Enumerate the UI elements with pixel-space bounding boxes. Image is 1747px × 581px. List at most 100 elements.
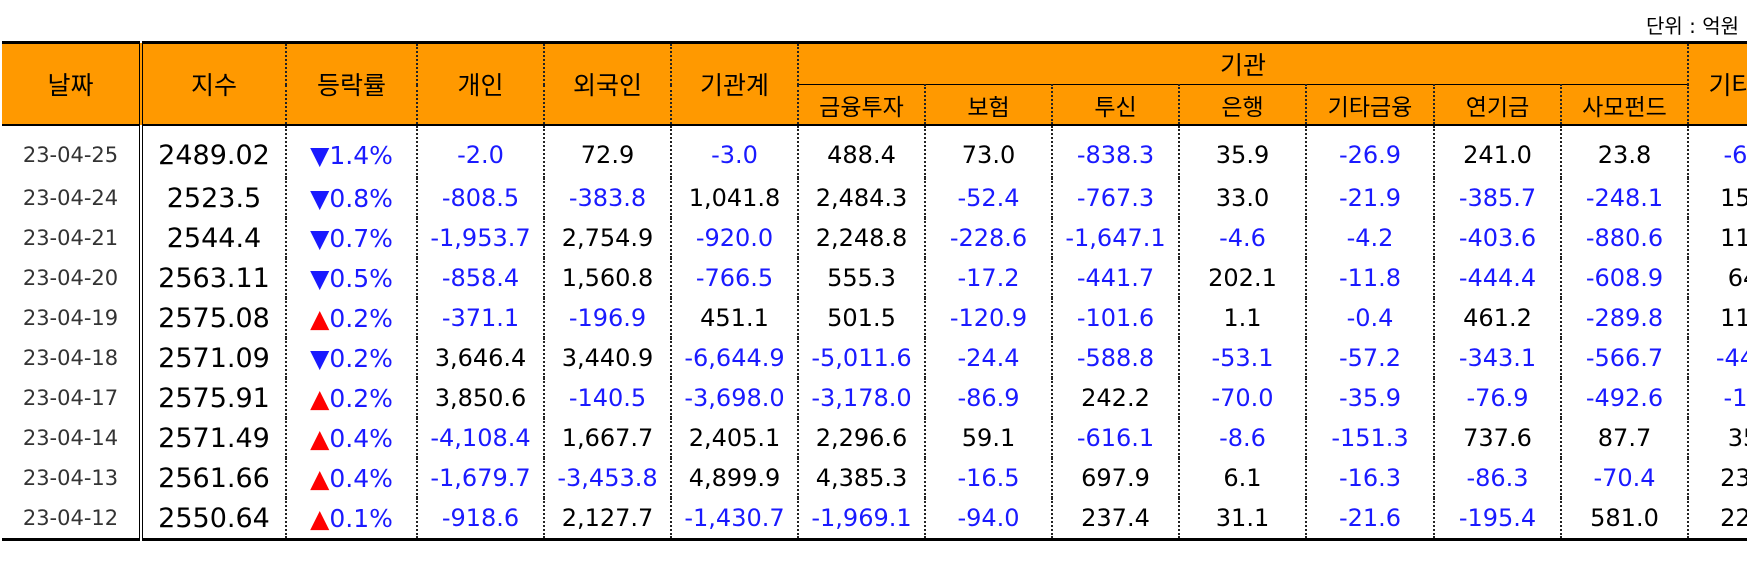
cell-index: 2550.64 [158,502,270,534]
cell-other-fin: -21.6 [1305,498,1434,540]
cell-other-fin: -151.3 [1305,418,1434,458]
up-triangle-icon: ▲ [310,383,330,413]
cell-date: 23-04-25 [2,125,143,178]
cell-other-fin: -57.2 [1305,338,1434,378]
header-pension: 연기금 [1433,84,1561,125]
change-value: 0.4% [329,463,393,493]
cell-trust: 242.2 [1051,378,1179,418]
cell-change: ▲0.4% [285,418,417,458]
cell-trust: 237.4 [1051,498,1179,540]
cell-index: 2563.11 [158,262,270,294]
cell-individual: -371.1 [416,298,544,338]
cell-fin-invest: 555.3 [797,258,925,298]
cell-foreign: 1,560.8 [543,258,671,298]
cell-bank: 33.0 [1178,178,1306,218]
cell-fin-invest: -1,969.1 [797,498,925,540]
cell-fin-invest: 4,385.3 [797,458,925,498]
cell-pension: -343.1 [1433,338,1561,378]
cell-bank: -70.0 [1178,378,1306,418]
cell-index: 2561.66 [158,462,270,494]
cell-foreign: 2,127.7 [543,498,671,540]
cell-individual: -808.5 [416,178,544,218]
up-triangle-icon: ▲ [310,503,330,533]
cell-foreign: -383.8 [543,178,671,218]
cell-date: 23-04-12 [2,498,143,540]
cell-insurance: -16.5 [924,458,1052,498]
cell-fin-invest: -3,178.0 [797,378,925,418]
cell-fin-invest: 2,248.8 [797,218,925,258]
cell-bank: 6.1 [1178,458,1306,498]
cell-institution-total: -3.0 [670,125,798,178]
cell-change: ▼0.5% [285,258,417,298]
cell-individual: -4,108.4 [416,418,544,458]
cell-pension: -195.4 [1433,498,1561,540]
cell-insurance: -228.6 [924,218,1052,258]
cell-other-fin: -4.2 [1305,218,1434,258]
change-value: 1.4% [329,140,393,170]
cell-institution-total: -920.0 [670,218,798,258]
cell-other-fin: -35.9 [1305,378,1434,418]
cell-trust: -767.3 [1051,178,1179,218]
down-triangle-icon: ▼ [310,263,330,293]
cell-private-fund: 87.7 [1560,418,1688,458]
cell-other-corp: 233.7 [1687,458,1747,498]
cell-pension: 241.0 [1433,125,1561,178]
cell-trust: -101.6 [1051,298,1179,338]
cell-individual: -1,953.7 [416,218,544,258]
cell-individual: -2.0 [416,125,544,178]
header-insurance: 보험 [924,84,1052,125]
change-value: 0.2% [329,383,393,413]
cell-pension: -444.4 [1433,258,1561,298]
header-bank: 은행 [1178,84,1306,125]
cell-bank: 1.1 [1178,298,1306,338]
cell-institution-total: -1,430.7 [670,498,798,540]
change-value: 0.5% [329,263,393,293]
table-row: 23-04-24 2523.5 ▼0.8% -808.5 -383.8 1,041.8 2,… [2,178,1747,218]
header-institution-group: 기관 [797,42,1688,85]
change-value: 0.2% [329,343,393,373]
cell-trust: -616.1 [1051,418,1179,458]
cell-change: ▼1.4% [285,125,417,178]
down-triangle-icon: ▼ [310,343,330,373]
investor-flow-table: 날짜 지수 등락률 개인 외국인 기관계 기관 기타법인 금융투자 보험 투신 … [2,41,1747,541]
cell-pension: 737.6 [1433,418,1561,458]
cell-insurance: -120.9 [924,298,1052,338]
cell-fin-invest: 501.5 [797,298,925,338]
cell-pension: 461.2 [1433,298,1561,338]
cell-insurance: -52.4 [924,178,1052,218]
header-other-fin: 기타금융 [1305,84,1434,125]
cell-index: 2571.09 [158,342,270,374]
cell-change: ▲0.2% [285,378,417,418]
change-value: 0.7% [329,223,393,253]
table-row: 23-04-13 2561.66 ▲0.4% -1,679.7 -3,453.8 4,89… [2,458,1747,498]
cell-date: 23-04-20 [2,258,143,298]
change-value: 0.2% [329,303,393,333]
cell-insurance: -86.9 [924,378,1052,418]
cell-foreign: 3,440.9 [543,338,671,378]
cell-fin-invest: 2,484.3 [797,178,925,218]
cell-individual: 3,850.6 [416,378,544,418]
change-value: 0.1% [329,503,393,533]
cell-change: ▼0.2% [285,338,417,378]
header-individual: 개인 [416,42,544,125]
cell-insurance: 59.1 [924,418,1052,458]
cell-trust: -838.3 [1051,125,1179,178]
cell-foreign: 72.9 [543,125,671,178]
cell-foreign: 1,667.7 [543,418,671,458]
cell-insurance: -94.0 [924,498,1052,540]
cell-index: 2575.91 [158,382,270,414]
table-row: 23-04-19 2575.08 ▲0.2% -371.1 -196.9 451.1 501… [2,298,1747,338]
cell-other-corp: 221.7 [1687,498,1747,540]
cell-other-fin: -26.9 [1305,125,1434,178]
cell-date: 23-04-24 [2,178,143,218]
cell-foreign: -196.9 [543,298,671,338]
cell-private-fund: -608.9 [1560,258,1688,298]
cell-pension: -86.3 [1433,458,1561,498]
table-row: 23-04-18 2571.09 ▼0.2% 3,646.4 3,440.9 -6,644… [2,338,1747,378]
cell-pension: -403.6 [1433,218,1561,258]
table-row: 23-04-20 2563.11 ▼0.5% -858.4 1,560.8 -766.5 5… [2,258,1747,298]
cell-private-fund: -566.7 [1560,338,1688,378]
cell-individual: 3,646.4 [416,338,544,378]
cell-index: 2544.4 [166,222,262,254]
cell-individual: -918.6 [416,498,544,540]
